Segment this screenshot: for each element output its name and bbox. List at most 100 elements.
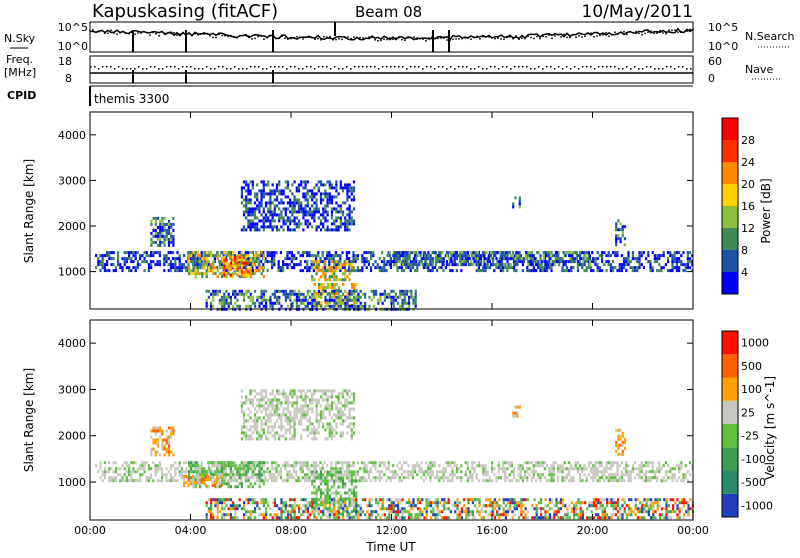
data-cell — [150, 220, 152, 223]
data-cell — [285, 395, 287, 398]
data-cell — [212, 290, 214, 293]
data-cell — [561, 257, 563, 260]
data-cell — [340, 305, 342, 308]
data-cell — [320, 228, 322, 231]
colorbar-segment — [722, 162, 738, 184]
data-cell — [522, 269, 524, 272]
data-cell — [126, 266, 128, 269]
data-cell — [552, 254, 554, 257]
data-cell — [289, 251, 291, 254]
data-cell — [327, 192, 329, 195]
data-cell — [379, 266, 381, 269]
data-cell — [241, 473, 243, 476]
data-cell — [335, 431, 337, 434]
data-cell — [106, 260, 108, 263]
data-cell — [603, 251, 605, 254]
data-cell — [287, 219, 289, 222]
data-cell — [164, 223, 166, 226]
data-cell — [272, 213, 274, 216]
data-cell — [239, 464, 241, 467]
data-cell — [564, 467, 566, 470]
data-cell — [241, 186, 243, 189]
data-cell — [548, 470, 550, 473]
data-cell — [271, 476, 273, 479]
data-cell — [210, 251, 212, 254]
data-cell — [102, 257, 104, 260]
data-cell — [313, 431, 315, 434]
data-cell — [338, 504, 340, 507]
velocity-data-cells — [95, 389, 694, 519]
data-cell — [256, 473, 258, 476]
data-cell — [287, 410, 289, 413]
noise-point — [335, 39, 337, 41]
data-cell — [443, 260, 445, 263]
data-cell — [168, 238, 170, 241]
data-cell — [597, 467, 599, 470]
data-cell — [511, 470, 513, 473]
data-cell — [181, 269, 183, 272]
data-cell — [313, 471, 315, 474]
data-cell — [245, 216, 247, 219]
noise-point — [677, 31, 679, 33]
data-cell — [476, 476, 478, 479]
data-cell — [157, 232, 159, 235]
data-cell — [504, 467, 506, 470]
data-cell — [278, 263, 280, 266]
data-cell — [558, 260, 560, 263]
data-cell — [671, 254, 673, 257]
data-cell — [346, 404, 348, 407]
data-cell — [161, 217, 163, 220]
data-cell — [291, 183, 293, 186]
data-cell — [478, 479, 480, 482]
data-cell — [412, 299, 414, 302]
data-cell — [309, 290, 311, 293]
data-cell — [300, 180, 302, 183]
data-cell — [298, 183, 300, 186]
data-cell — [432, 470, 434, 473]
data-cell — [247, 210, 249, 213]
data-cell — [219, 461, 221, 464]
data-cell — [520, 260, 522, 263]
data-cell — [338, 480, 340, 483]
data-cell — [340, 204, 342, 207]
data-cell — [621, 470, 623, 473]
data-cell — [506, 269, 508, 272]
data-cell — [307, 192, 309, 195]
data-cell — [625, 464, 627, 467]
data-cell — [256, 216, 258, 219]
data-cell — [331, 296, 333, 299]
data-cell — [272, 305, 274, 308]
data-cell — [282, 263, 284, 266]
data-cell — [591, 251, 593, 254]
data-cell — [124, 467, 126, 470]
data-cell — [247, 268, 249, 271]
data-cell — [449, 461, 451, 464]
data-cell — [187, 478, 189, 481]
data-cell — [403, 269, 405, 272]
data-cell — [318, 189, 320, 192]
data-cell — [377, 302, 379, 305]
data-cell — [316, 292, 318, 295]
data-cell — [516, 260, 518, 263]
data-cell — [126, 251, 128, 254]
data-cell — [280, 210, 282, 213]
data-cell — [528, 461, 530, 464]
data-cell — [569, 260, 571, 263]
data-cell — [370, 479, 372, 482]
data-cell — [320, 283, 322, 286]
data-cell — [276, 198, 278, 201]
data-cell — [269, 404, 271, 407]
data-cell — [349, 263, 351, 266]
data-cell — [313, 210, 315, 213]
data-cell — [527, 263, 529, 266]
data-cell — [548, 479, 550, 482]
data-cell — [245, 290, 247, 293]
data-cell — [616, 479, 618, 482]
data-cell — [671, 269, 673, 272]
data-cell — [409, 263, 411, 266]
data-cell — [261, 479, 263, 482]
data-cell — [342, 477, 344, 480]
data-cell — [161, 476, 163, 479]
data-cell — [465, 461, 467, 464]
